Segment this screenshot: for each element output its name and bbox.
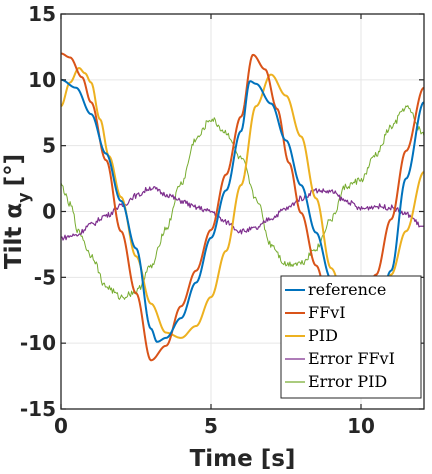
y-axis-label-main: Tilt α: [1, 203, 27, 269]
y-tick-label: 10: [28, 68, 56, 92]
legend-entry-label: Error FFvI: [308, 349, 395, 368]
series-line-error-ffvi: [61, 186, 424, 241]
y-tick-label: -15: [20, 397, 56, 421]
y-axis-label-subscript: y: [14, 192, 33, 203]
x-tick-label: 0: [54, 414, 68, 438]
tick-labels: 0 5 10 -15 -10 -5 0 5 10 15: [20, 2, 375, 438]
x-axis-label: Time [s]: [190, 446, 296, 472]
legend-entry-label: reference: [308, 280, 386, 299]
legend-entry-label: PID: [308, 326, 338, 345]
legend: reference FFvI PID Error FFvI Error PID: [280, 275, 422, 399]
y-tick-label: -5: [34, 265, 56, 289]
legend-entry-label: Error PID: [308, 372, 387, 391]
legend-entry-label: FFvI: [308, 303, 346, 322]
y-tick-label: 15: [28, 2, 56, 26]
y-tick-label: -10: [20, 331, 56, 355]
y-tick-label: 5: [42, 134, 56, 158]
series-line-error-pid: [61, 105, 424, 300]
y-axis-label-unit: [°]: [1, 154, 27, 187]
y-tick-label: 0: [42, 200, 56, 224]
y-axis-label: Tilt αy [°]: [1, 154, 33, 269]
x-tick-label: 10: [347, 414, 375, 438]
x-tick-label: 5: [204, 414, 218, 438]
